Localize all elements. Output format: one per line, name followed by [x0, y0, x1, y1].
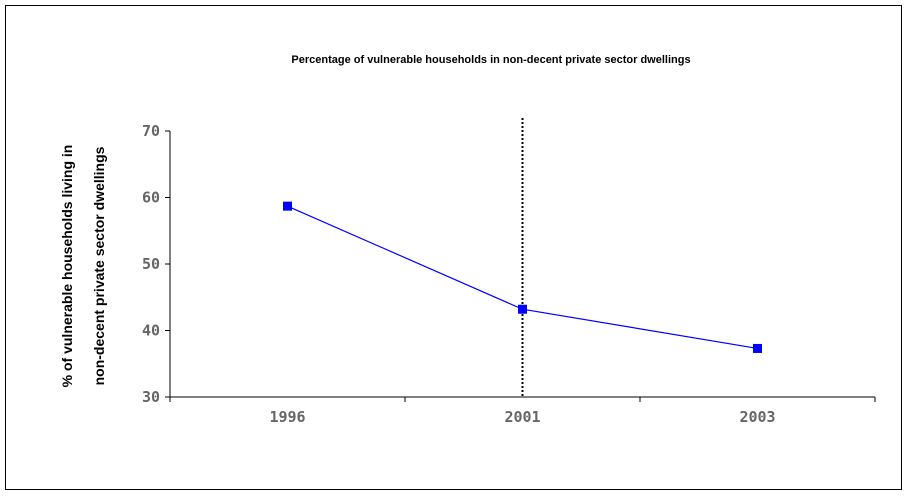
y-axis-label-line-2: non-decent private sector dwellings	[91, 146, 107, 385]
data-point-1996	[283, 201, 292, 211]
y-tick-label-40: 40	[142, 322, 160, 340]
x-tick-label-1996: 1996	[269, 408, 305, 426]
y-tick-label-70: 70	[142, 122, 160, 140]
chart-title: Percentage of vulnerable households in n…	[291, 54, 690, 66]
chart-frame	[5, 5, 902, 490]
x-tick-label-2001: 2001	[504, 408, 540, 426]
y-tick-label-50: 50	[142, 255, 160, 273]
x-tick-label-2003: 2003	[739, 408, 775, 426]
data-point-2001	[518, 304, 527, 314]
y-axis-label-line-1: % of vulnerable households living in	[59, 145, 75, 388]
y-tick-label-30: 30	[142, 388, 160, 406]
y-tick-label-60: 60	[142, 189, 160, 207]
data-point-2003	[753, 343, 762, 353]
